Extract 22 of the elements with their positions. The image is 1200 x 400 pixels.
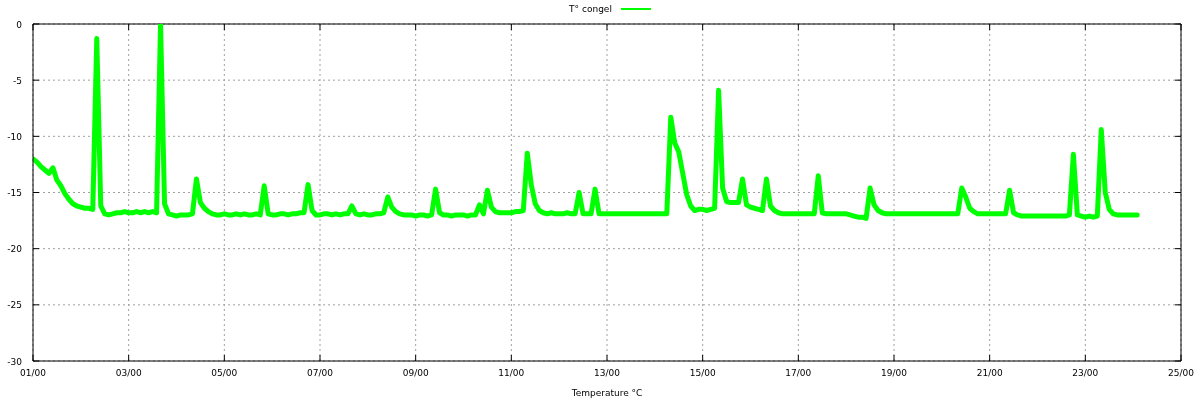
x-tick-label: 23/00: [1072, 368, 1099, 378]
x-tick-label: 03/00: [115, 368, 142, 378]
y-tick-label: -25: [7, 300, 22, 311]
y-tick-label: -10: [7, 131, 23, 142]
x-tick-label: 11/00: [498, 368, 525, 378]
x-tick-label: 05/00: [211, 368, 238, 378]
y-tick-label: -5: [13, 75, 22, 86]
x-tick-label: 07/00: [307, 368, 334, 378]
y-tick-label: -15: [7, 188, 22, 198]
y-tick-label: 0: [16, 19, 23, 30]
x-tick-label: 25/00: [1168, 368, 1195, 378]
x-tick-label: 09/00: [402, 368, 429, 378]
x-tick-label: 13/00: [594, 368, 621, 378]
y-tick-label: -30: [7, 356, 23, 367]
x-tick-label: 17/00: [785, 368, 812, 378]
x-axis-title: Temperature °C: [570, 388, 643, 398]
x-tick-label: 19/00: [881, 368, 908, 378]
y-tick-label: -20: [7, 244, 23, 255]
x-tick-label: 21/00: [976, 368, 1003, 378]
x-tick-label: 15/00: [689, 368, 716, 378]
x-tick-label: 01/00: [20, 368, 47, 378]
legend-label: T° congel: [569, 4, 612, 14]
